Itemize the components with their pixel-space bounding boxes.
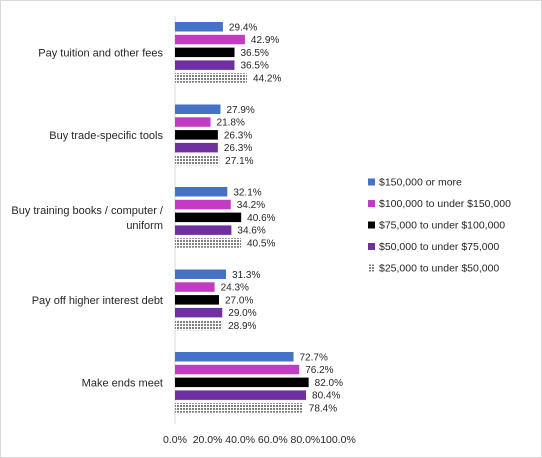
data-label-4-series-2: 24.3% [221,283,249,294]
x-tick-label-1: 0.0% [163,434,187,446]
legend-swatch-3 [368,221,375,229]
bar-3-series-1 [175,187,228,197]
legend-label-2: $100,000 to under $150,000 [379,198,511,210]
bar-1-series-2 [175,34,245,45]
category-label-3-line-1: Buy training books / computer / [11,205,164,217]
legend-label-3: $75,000 to under $100,000 [379,220,505,232]
x-tick-label-2: 20.0% [193,434,223,446]
data-label-2-series-1: 27.9% [226,105,254,116]
bar-2-series-3 [175,130,218,140]
data-label-2-series-5: 27.1% [225,156,253,167]
data-label-4-series-5: 28.9% [228,321,256,332]
bar-1-series-3 [175,47,235,58]
x-tick-label-5: 80.0% [291,434,321,446]
bar-4-series-4 [175,307,223,318]
data-label-2-series-4: 26.3% [224,143,252,154]
data-label-1-series-1: 29.4% [229,22,257,33]
bar-2-series-4 [175,142,218,153]
bar-2-series-2 [175,117,211,127]
bar-2-series-1 [175,104,221,114]
bar-5-series-4 [175,390,307,400]
bar-4-series-3 [175,295,220,305]
data-label-4-series-4: 29.0% [228,308,256,319]
data-label-3-series-4: 34.6% [237,226,265,237]
data-label-3-series-1: 32.1% [233,187,261,198]
bar-5-series-2 [175,364,300,375]
data-label-1-series-2: 42.9% [251,35,279,46]
bar-3-series-3 [175,212,242,223]
legend-label-4: $50,000 to under $75,000 [379,241,499,253]
data-label-5-series-2: 76.2% [305,365,333,376]
data-label-1-series-3: 36.5% [240,48,268,59]
legend-swatch-5 [368,264,375,272]
data-label-5-series-1: 72.7% [300,352,328,363]
data-label-4-series-3: 27.0% [225,295,253,306]
bar-3-series-5 [175,238,242,248]
legend-label-1: $150,000 or more [379,177,462,189]
bar-5-series-3 [175,377,309,388]
bar-4-series-5 [175,320,223,331]
legend-swatch-4 [368,243,375,250]
legend-label-5: $25,000 to under $50,000 [379,263,499,275]
bar-2-series-5 [175,155,220,166]
data-label-5-series-5: 78.4% [309,403,337,414]
data-label-2-series-3: 26.3% [224,130,252,141]
data-label-2-series-2: 21.8% [217,118,245,129]
data-label-3-series-2: 34.2% [237,200,265,211]
x-tick-label-4: 60.0% [258,434,288,446]
bar-5-series-1 [175,352,294,362]
bar-5-series-5 [175,403,303,413]
data-label-3-series-3: 40.6% [247,213,275,224]
category-label-2: Buy trade-specific tools [49,130,163,142]
data-label-1-series-4: 36.5% [240,61,268,72]
bar-1-series-5 [175,73,248,83]
data-label-3-series-5: 40.5% [247,238,275,249]
legend-swatch-1 [368,178,375,186]
bar-3-series-2 [175,199,231,210]
category-label-1: Pay tuition and other fees [38,47,163,59]
bar-1-series-4 [175,60,235,70]
data-label-5-series-3: 82.0% [315,378,343,389]
x-tick-label-3: 40.0% [225,434,255,446]
data-label-5-series-4: 80.4% [312,391,340,402]
bar-4-series-1 [175,269,227,279]
data-label-1-series-5: 44.2% [253,73,281,84]
x-tick-label-6: 100.0% [320,434,356,446]
bar-1-series-1 [175,22,223,32]
bar-3-series-4 [175,225,232,235]
bar-4-series-2 [175,282,215,292]
category-label-4: Pay off higher interest debt [32,295,163,307]
category-label-5: Make ends meet [82,377,163,389]
category-label-3-line-2: uniform [126,220,163,232]
data-label-4-series-1: 31.3% [232,270,260,281]
legend-swatch-2 [368,200,375,207]
